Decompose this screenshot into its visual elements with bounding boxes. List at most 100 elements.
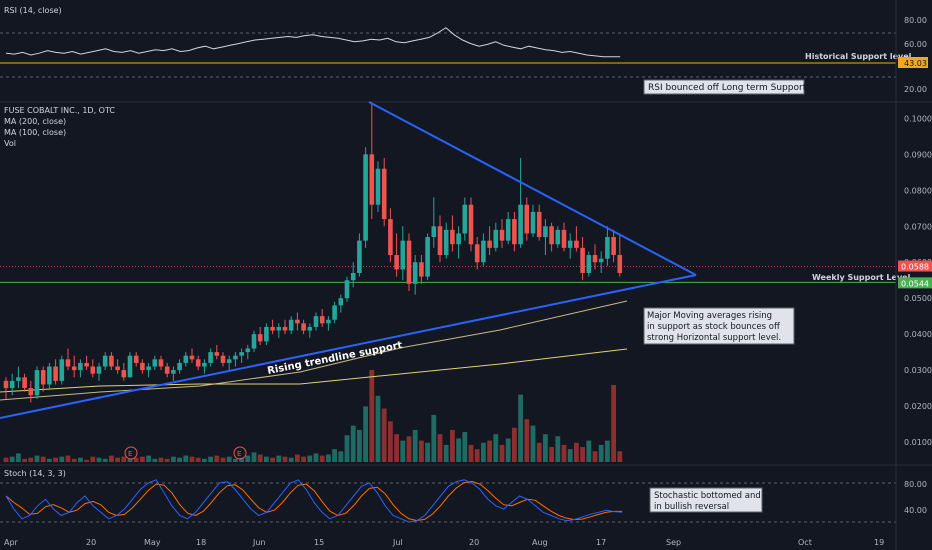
volume-bar xyxy=(3,457,9,462)
candle-body xyxy=(344,280,350,299)
volume-bar xyxy=(28,457,34,462)
volume-bar xyxy=(567,449,573,462)
volume-bar xyxy=(400,440,406,462)
candle-body xyxy=(28,388,34,396)
volume-bar xyxy=(319,455,325,462)
volume-bar xyxy=(313,453,319,462)
candle-body xyxy=(493,229,499,248)
candle-body xyxy=(462,204,468,234)
volume-bar xyxy=(518,394,523,462)
volume-bar xyxy=(245,455,251,462)
rsi-value-tag: 43.03 xyxy=(904,59,927,68)
candle-body xyxy=(617,255,623,274)
candle-body xyxy=(524,204,530,234)
rsi-tick: 60.00 xyxy=(904,40,927,49)
candle-body xyxy=(171,370,176,374)
candle-body xyxy=(499,229,505,241)
ma-note-box xyxy=(643,307,795,345)
volume-bar xyxy=(301,456,306,462)
volume-bar xyxy=(307,455,313,462)
candle-body xyxy=(276,326,282,331)
candle-body xyxy=(96,366,102,374)
earnings-marker[interactable] xyxy=(233,446,247,460)
legend-vol: Vol xyxy=(4,139,16,148)
time-tick: Jul xyxy=(392,538,403,547)
candle-body xyxy=(264,326,269,342)
volume-bar xyxy=(574,442,579,462)
volume-bar xyxy=(133,457,139,462)
candle-body xyxy=(183,355,189,363)
candle-body xyxy=(598,258,604,263)
volume-bar xyxy=(78,457,83,462)
volume-bar xyxy=(183,455,189,462)
candle-body xyxy=(59,359,65,381)
volume-bar xyxy=(617,451,623,462)
rsi-title: RSI (14, close) xyxy=(4,6,62,15)
volume-bar xyxy=(34,455,40,462)
rsi-tick: 20.00 xyxy=(904,85,927,94)
candle-body xyxy=(381,168,387,220)
volume-bar xyxy=(195,457,201,462)
price-tick: 0.0800 xyxy=(904,186,932,195)
volume-bar xyxy=(443,444,449,462)
price-tag-red-bg xyxy=(898,260,932,272)
volume-bar xyxy=(71,458,77,462)
volume-bar xyxy=(555,436,561,462)
candle-body xyxy=(282,326,288,331)
rsi-value-tag-bg xyxy=(898,57,928,68)
volume-bar xyxy=(530,425,536,462)
candle-body xyxy=(195,359,201,367)
candle-body xyxy=(251,334,257,349)
rsi-support-label: Historical Support level xyxy=(805,52,912,61)
volume-bar xyxy=(388,421,393,462)
volume-bar xyxy=(276,455,282,462)
candle-body xyxy=(270,326,275,331)
candle-body xyxy=(456,233,461,245)
candle-body xyxy=(257,334,263,342)
candle-body xyxy=(164,366,170,374)
volume-bar xyxy=(375,395,381,462)
candle-body xyxy=(443,229,449,256)
candle-body xyxy=(412,262,418,284)
time-tick: Aug xyxy=(532,538,548,547)
time-tick: 20 xyxy=(86,538,96,547)
volume-bar xyxy=(369,370,375,462)
volume-bar xyxy=(512,427,517,462)
candle-body xyxy=(53,366,58,381)
candle-body xyxy=(239,352,244,356)
volume-bar xyxy=(524,419,530,462)
candle-body xyxy=(450,229,455,245)
candle-body xyxy=(47,366,52,385)
volume-bar xyxy=(59,456,65,462)
candle-body xyxy=(549,226,554,245)
volume-bar xyxy=(140,456,145,462)
ma-note-line: in support as stock bounces off xyxy=(647,322,781,332)
candle-body xyxy=(419,262,424,277)
volume-bar xyxy=(406,436,412,462)
volume-bar xyxy=(450,429,455,462)
legend-ma200: MA (200, close) xyxy=(4,117,66,126)
volume-bar xyxy=(177,457,182,462)
candle-body xyxy=(437,226,443,256)
stoch-tick: 80.00 xyxy=(904,480,927,489)
earnings-marker[interactable] xyxy=(124,446,138,460)
candle-body xyxy=(202,362,207,367)
volume-bar xyxy=(115,457,120,462)
volume-bar xyxy=(592,451,598,462)
ma100-line xyxy=(0,300,628,401)
volume-bar xyxy=(605,440,610,462)
ma-note-line: Major Moving averages rising xyxy=(647,311,772,321)
volume-bar xyxy=(16,453,21,462)
volume-bar xyxy=(332,449,337,462)
candle-body xyxy=(22,377,27,389)
candle-body xyxy=(530,211,536,234)
time-tick: Sep xyxy=(666,538,681,547)
candle-body xyxy=(34,370,40,396)
candle-body xyxy=(586,255,592,274)
volume-bar xyxy=(288,457,294,462)
candle-body xyxy=(425,237,430,277)
candle-body xyxy=(431,226,437,238)
candle-body xyxy=(90,366,96,374)
volume-bar xyxy=(561,444,567,462)
